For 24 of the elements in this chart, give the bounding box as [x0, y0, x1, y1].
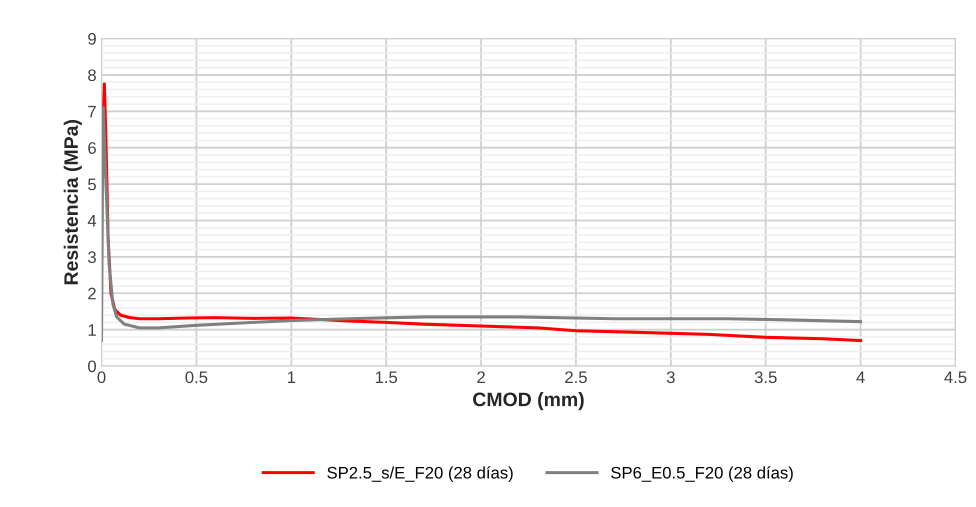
- y-tick-label: 4: [88, 215, 96, 227]
- x-tick-label: 3.5: [754, 371, 777, 384]
- x-tick-label: 2.5: [565, 371, 587, 384]
- y-tick-label: 3: [88, 251, 96, 264]
- y-tick-label: 6: [88, 142, 96, 154]
- x-tick-label: 4: [856, 372, 865, 383]
- y-tick-label: 9: [88, 32, 96, 45]
- y-tick-label: 1: [88, 324, 96, 336]
- y-tick-label: 5: [88, 178, 96, 190]
- y-tick-label: 2: [88, 288, 96, 300]
- x-tick-label: 4.5: [944, 372, 966, 384]
- legend-label: SP2.5_s/E_F20 (28 días): [327, 466, 513, 482]
- legend-label: SP6_E0.5_F20 (28 días): [611, 466, 793, 482]
- y-tick-label: 7: [88, 106, 96, 118]
- y-tick-label: 8: [88, 69, 96, 82]
- x-tick-label: 3: [666, 371, 675, 384]
- x-tick-label: 0.5: [185, 371, 208, 384]
- x-tick-label: 1.5: [376, 372, 398, 384]
- x-axis-title: CMOD (mm): [473, 392, 584, 410]
- x-tick-label: 0: [98, 371, 106, 384]
- x-tick-label: 2: [477, 371, 485, 383]
- y-axis-title: Resistencia (MPa): [64, 120, 82, 284]
- x-tick-label: 1: [288, 372, 296, 383]
- y-tick-label: 0: [88, 360, 96, 372]
